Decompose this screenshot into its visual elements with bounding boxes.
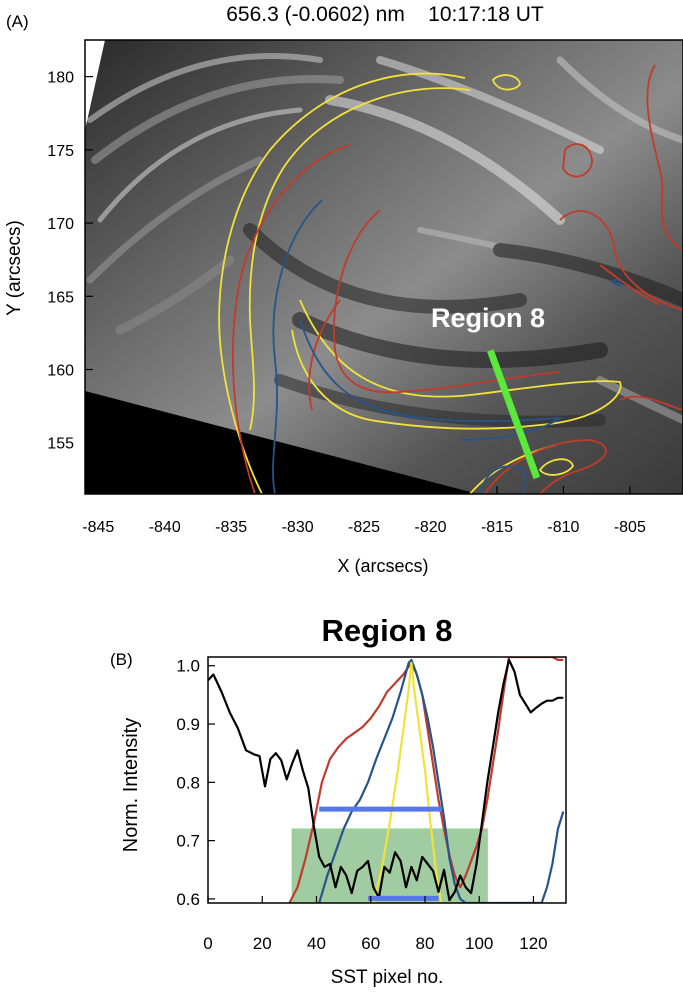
yellow-contour-lower [291,299,622,430]
b-xtick-label: 60 [361,934,380,953]
a-xtick-label: -825 [348,519,380,536]
a-ytick-label: 180 [47,70,74,87]
blue-contour-main [272,199,323,494]
b-ytick-label: 1.0 [176,657,200,676]
b-ytick-label: 0.6 [176,890,200,909]
b-xtick-label: 100 [465,934,493,953]
a-xtick-label: -830 [282,519,314,536]
a-xtick-label: -805 [614,519,646,536]
a-xtick-label: -810 [547,519,579,536]
panel-b-ylabel: Norm. Intensity [120,718,142,852]
off-frame-region [85,391,478,494]
b-ytick-label: 0.7 [176,832,200,851]
a-xtick-label: -815 [481,519,513,536]
blue-contour-right [610,279,622,288]
a-ytick-label: 170 [47,216,74,233]
series-line-2 [318,658,565,903]
panel-a-xlabel: X (arcsecs) [337,556,428,576]
yellow-contour-small [491,74,521,91]
red-contour-right2 [562,143,593,178]
a-xtick-label: -820 [414,519,446,536]
panel-a-axes: -845 -840 -835 -830 -825 -820 -815 -810 -805 155 1… [47,70,646,536]
a-ytick-label: 155 [47,436,74,453]
panel-a-title: 656.3 (-0.0602) nm 10:17:18 UT [226,3,544,26]
b-xtick-label: 0 [203,934,212,953]
red-contour-right1 [646,64,683,251]
yellow-contour-right [538,458,574,476]
red-contour-inner [333,209,561,394]
region-8-annotation: Region 8 [431,303,545,333]
yellow-contour-outer [218,72,466,494]
red-contour-arc [308,299,341,411]
panel-a-frame [84,39,683,495]
b-xtick-label: 80 [416,934,435,953]
a-ytick-label: 160 [47,363,74,380]
a-xtick-label: -845 [82,519,114,536]
blue-contour-bottom [479,465,527,494]
series-line-3 [372,661,443,903]
red-contour-far-right [619,395,683,411]
panel-b-hlines [319,806,442,901]
series-line-0 [208,658,564,902]
region-8-line [487,349,541,480]
a-ytick-label: 175 [47,143,74,160]
a-xtick-label: -840 [149,519,181,536]
panel-b-axes: 0 20 40 60 80 100 120 0.6 0.7 0.8 0.9 1.0 [176,657,547,953]
red-contour-right3 [559,210,683,311]
b-ytick-label: 0.8 [176,773,200,792]
panel-b-series [208,657,565,903]
a-xtick-label: -835 [215,519,247,536]
panel-b-frame [207,656,567,904]
panel-b-xlabel: SST pixel no. [331,967,444,988]
red-contour-right4 [599,264,661,306]
red-contour-main [231,144,351,494]
a-ytick-label: 165 [47,289,74,306]
red-contour-bottom [484,439,607,494]
panel-a-label: (A) [6,12,29,31]
yellow-contour-inner [248,87,471,431]
b-xtick-label: 120 [519,934,547,953]
b-xtick-label: 40 [307,934,326,953]
b-xtick-label: 20 [253,934,272,953]
panel-b-label: (B) [110,650,133,669]
solar-image [85,40,683,494]
b-ytick-label: 0.9 [176,715,200,734]
frame-corner [85,40,105,130]
panel-a-ylabel: Y (arcsecs) [4,220,25,316]
panel-b-title: Region 8 [322,613,453,648]
